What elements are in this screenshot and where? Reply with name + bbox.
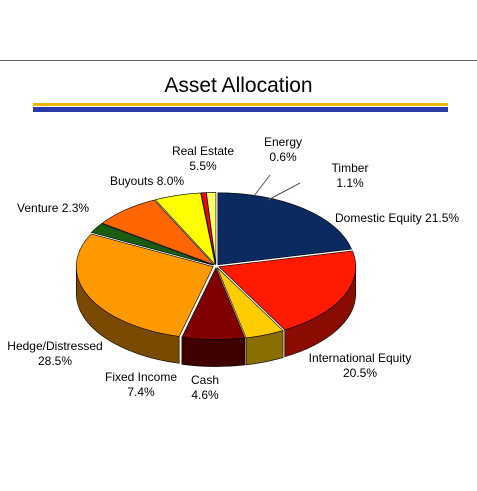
pie-slice-fixed-income [181,266,246,340]
data-label-hedge-distressed: Hedge/Distressed 28.5% [7,339,102,368]
top-divider [0,60,477,61]
leader-line-timber [267,182,301,201]
pie-side-fixed-income [181,336,246,367]
data-label-fixed-income: Fixed Income 7.4% [105,370,177,399]
data-label-domestic-equity: Domestic Equity 21.5% [335,211,459,225]
data-label-timber: Timber 1.1% [332,161,369,190]
pie-slice-hedge-distressed [75,233,214,337]
pie-slice-international-equity [218,250,357,331]
pie-slice-domestic-equity [217,192,353,266]
data-label-cash: Cash 4.6% [191,373,219,402]
pie-slice-real-estate [154,192,216,266]
chart-title: Asset Allocation [164,74,313,97]
title-underline-blue [33,107,448,112]
data-label-international-equity: International Equity 20.5% [309,351,412,380]
data-label-venture: Venture 2.3% [17,201,89,215]
leader-line-energy [253,174,271,197]
pie-slice-cash [216,267,284,339]
data-label-buyouts: Buyouts 8.0% [110,174,184,188]
pie-slice-timber [206,192,217,265]
data-label-energy: Energy 0.6% [264,135,302,164]
pie-slice-buyouts [101,199,215,266]
data-label-real-estate: Real Estate 5.5% [172,144,234,173]
pie-slice-venture [90,223,214,266]
title-underline-gold [33,103,448,106]
